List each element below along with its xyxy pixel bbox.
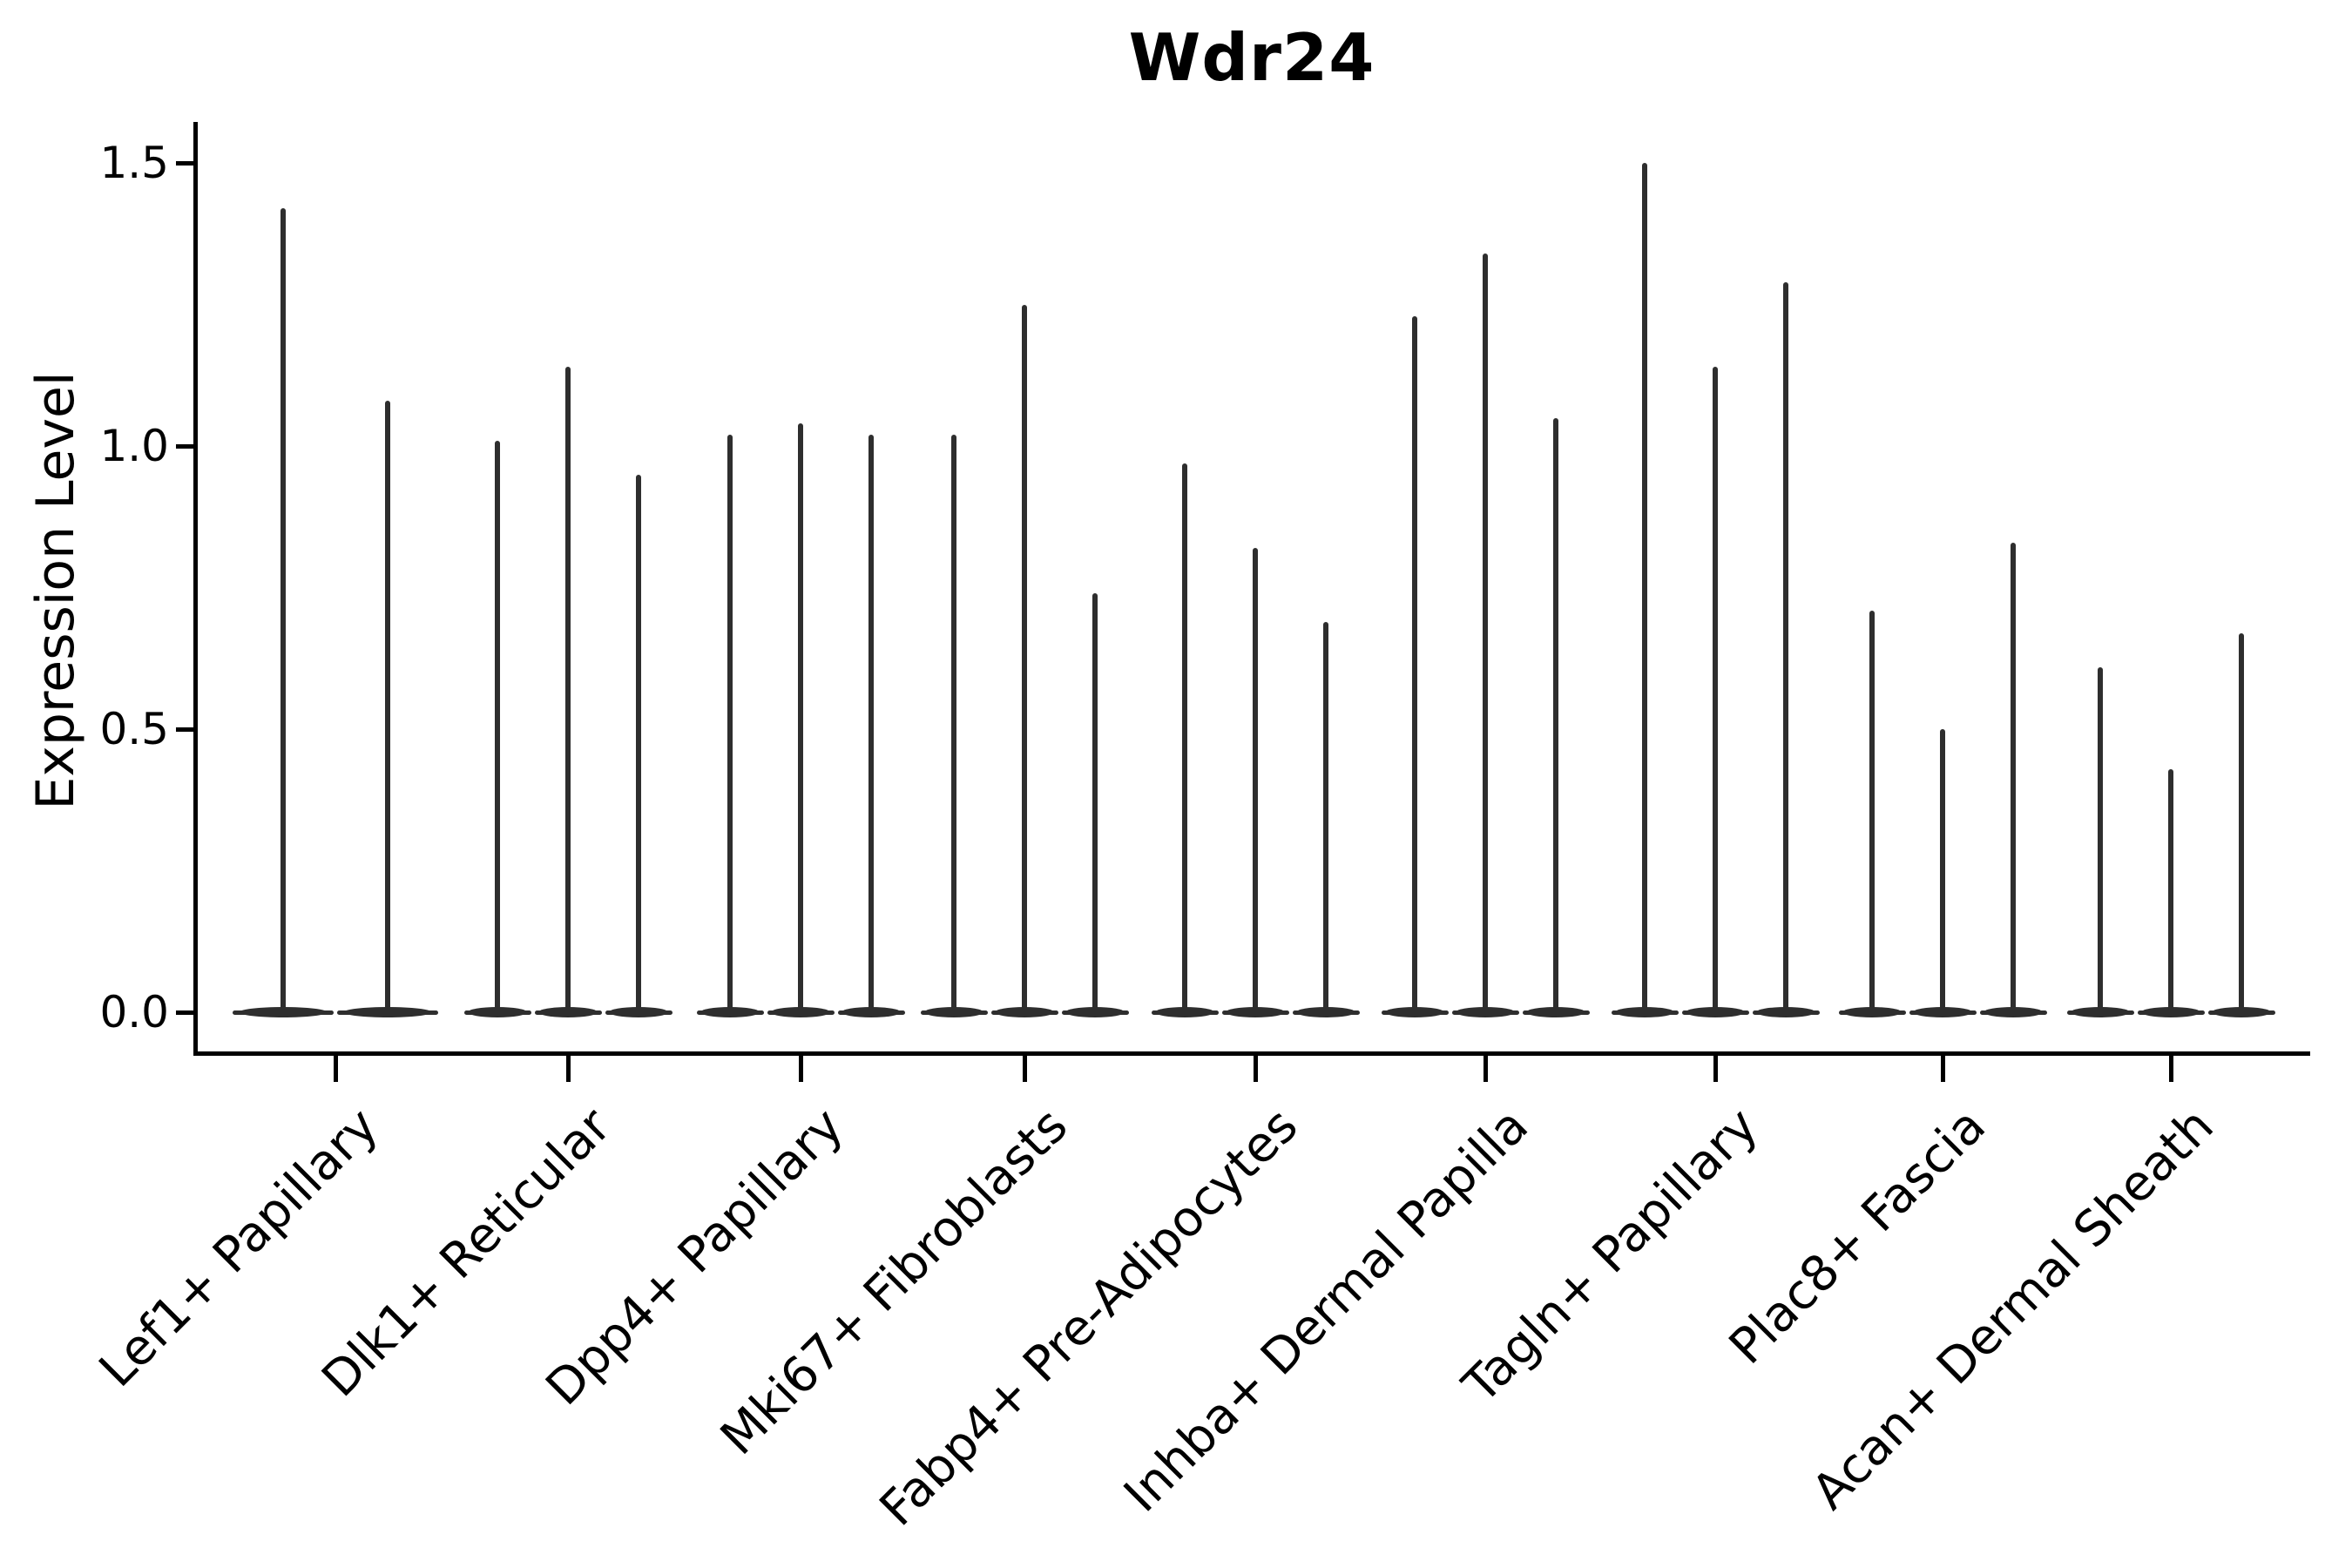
violin-base-lens xyxy=(1455,1007,1515,1017)
violin-base-lens xyxy=(994,1007,1054,1017)
violin-base-lens xyxy=(1685,1007,1745,1017)
violin-spike xyxy=(868,435,874,1012)
violin-base-lens xyxy=(923,1007,983,1017)
violin-base-lens xyxy=(1384,1007,1444,1017)
y-tick-label: 1.0 xyxy=(99,421,169,471)
violin-spike xyxy=(280,208,286,1012)
y-tick-label: 0.0 xyxy=(99,987,169,1037)
violin-spike xyxy=(1713,367,1718,1012)
violin-spike xyxy=(1182,463,1187,1012)
chart-title: Wdr24 xyxy=(1128,19,1375,96)
x-tick xyxy=(2168,1056,2173,1082)
violin-base-lens xyxy=(1295,1007,1355,1017)
violin-spike xyxy=(1412,315,1417,1012)
x-tick xyxy=(1253,1056,1258,1082)
violin-base-lens xyxy=(1154,1007,1214,1017)
violin-spike xyxy=(2011,542,2016,1012)
x-tick xyxy=(1483,1056,1488,1082)
violin-base-lens xyxy=(1614,1007,1674,1017)
violin-spike xyxy=(727,435,733,1012)
x-tick xyxy=(333,1056,338,1082)
y-tick-label: 0.5 xyxy=(99,704,169,754)
x-tick xyxy=(1940,1056,1945,1082)
y-axis-spine xyxy=(193,122,198,1056)
violin-base-lens xyxy=(1842,1007,1902,1017)
violin-base-lens xyxy=(537,1007,598,1017)
violin-spike xyxy=(1553,417,1558,1012)
violin-base-lens xyxy=(1525,1007,1585,1017)
x-tick xyxy=(1022,1056,1027,1082)
violin-spike xyxy=(2168,768,2173,1012)
x-axis-spine xyxy=(193,1051,2310,1056)
violin-spike xyxy=(495,440,500,1012)
violin-spike xyxy=(1783,281,1788,1012)
x-tick xyxy=(565,1056,571,1082)
violin-base-lens xyxy=(2070,1007,2130,1017)
y-tick xyxy=(176,1010,193,1015)
violin-base-lens xyxy=(2140,1007,2200,1017)
violin-base-lens xyxy=(841,1007,901,1017)
x-tick-label: Fabp4+ Pre-Adipocytes xyxy=(869,1097,1309,1538)
violin-spike xyxy=(565,367,571,1012)
violin-spike xyxy=(636,474,641,1012)
violin-base-lens xyxy=(608,1007,668,1017)
violin-spike xyxy=(1253,548,1258,1012)
x-tick-label: Inhba+ Dermal Papilla xyxy=(1113,1097,1539,1524)
violin-spike xyxy=(1483,253,1488,1012)
violin-spike xyxy=(385,401,390,1012)
violin-base-lens xyxy=(1755,1007,1815,1017)
violin-spike xyxy=(2098,666,2103,1012)
violin-base-lens xyxy=(770,1007,830,1017)
x-tick xyxy=(1713,1056,1718,1082)
y-tick xyxy=(176,727,193,732)
violin-base-lens xyxy=(343,1007,432,1017)
y-tick xyxy=(176,160,193,166)
violin-spike xyxy=(951,435,956,1012)
violin-spike xyxy=(1940,729,1945,1012)
violin-spike xyxy=(1323,621,1328,1012)
y-axis-label-wrap: Expression Level xyxy=(25,199,86,983)
violin-base-lens xyxy=(467,1007,527,1017)
violin-spike xyxy=(1092,593,1098,1012)
violin-base-lens xyxy=(239,1007,328,1017)
violin-base-lens xyxy=(700,1007,760,1017)
violin-base-lens xyxy=(1983,1007,2043,1017)
violin-base-lens xyxy=(1912,1007,1972,1017)
violin-base-lens xyxy=(1225,1007,1285,1017)
violin-spike xyxy=(1642,163,1647,1012)
violin-base-lens xyxy=(2211,1007,2271,1017)
y-tick xyxy=(176,443,193,449)
x-tick-label: Acan+ Dermal Sheath xyxy=(1801,1097,2225,1521)
violin-base-lens xyxy=(1064,1007,1125,1017)
violin-spike xyxy=(1869,610,1875,1012)
violin-spike xyxy=(1022,304,1027,1012)
y-tick-label: 1.5 xyxy=(99,138,169,188)
x-tick xyxy=(798,1056,803,1082)
violin-spike xyxy=(798,423,803,1012)
violin-spike xyxy=(2239,632,2244,1012)
